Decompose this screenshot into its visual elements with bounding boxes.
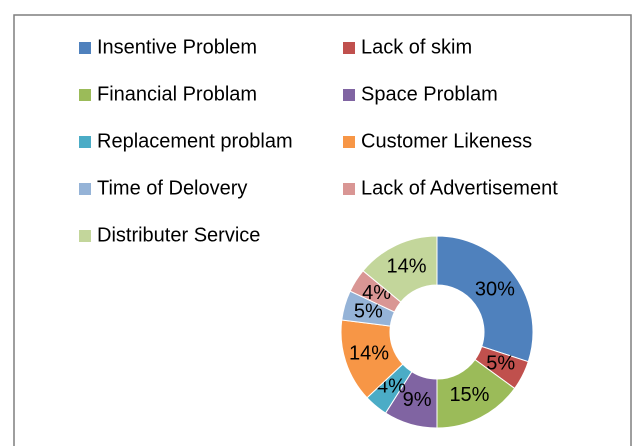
legend-label: Customer Likeness <box>361 130 532 152</box>
legend-label: Replacement problam <box>97 130 293 152</box>
data-label: 9% <box>403 389 432 411</box>
chart-border <box>13 14 632 446</box>
donut-segment <box>436 235 534 363</box>
legend-label: Space Problam <box>361 83 498 105</box>
legend-swatch <box>79 136 91 148</box>
legend-swatch <box>343 136 355 148</box>
legend-swatch <box>79 42 91 54</box>
data-label: 14% <box>387 256 427 278</box>
legend-label: Time of Delovery <box>97 177 247 199</box>
legend-label: Insentive Problem <box>97 36 257 58</box>
legend-label: Lack of Advertisement <box>361 177 558 199</box>
legend-swatch <box>343 42 355 54</box>
legend-swatch <box>343 89 355 101</box>
legend-swatch <box>79 183 91 195</box>
legend-swatch <box>79 230 91 242</box>
data-label: 14% <box>349 342 389 364</box>
data-label: 5% <box>354 300 383 322</box>
data-label: 30% <box>475 278 515 300</box>
legend-swatch <box>343 183 355 195</box>
legend-swatch <box>79 89 91 101</box>
data-label: 15% <box>449 384 489 406</box>
legend-label: Financial Problam <box>97 83 257 105</box>
legend-label: Lack of skim <box>361 36 472 58</box>
donut-segment <box>362 235 438 303</box>
legend-label: Distributer Service <box>97 224 260 246</box>
data-label: 5% <box>486 353 515 375</box>
